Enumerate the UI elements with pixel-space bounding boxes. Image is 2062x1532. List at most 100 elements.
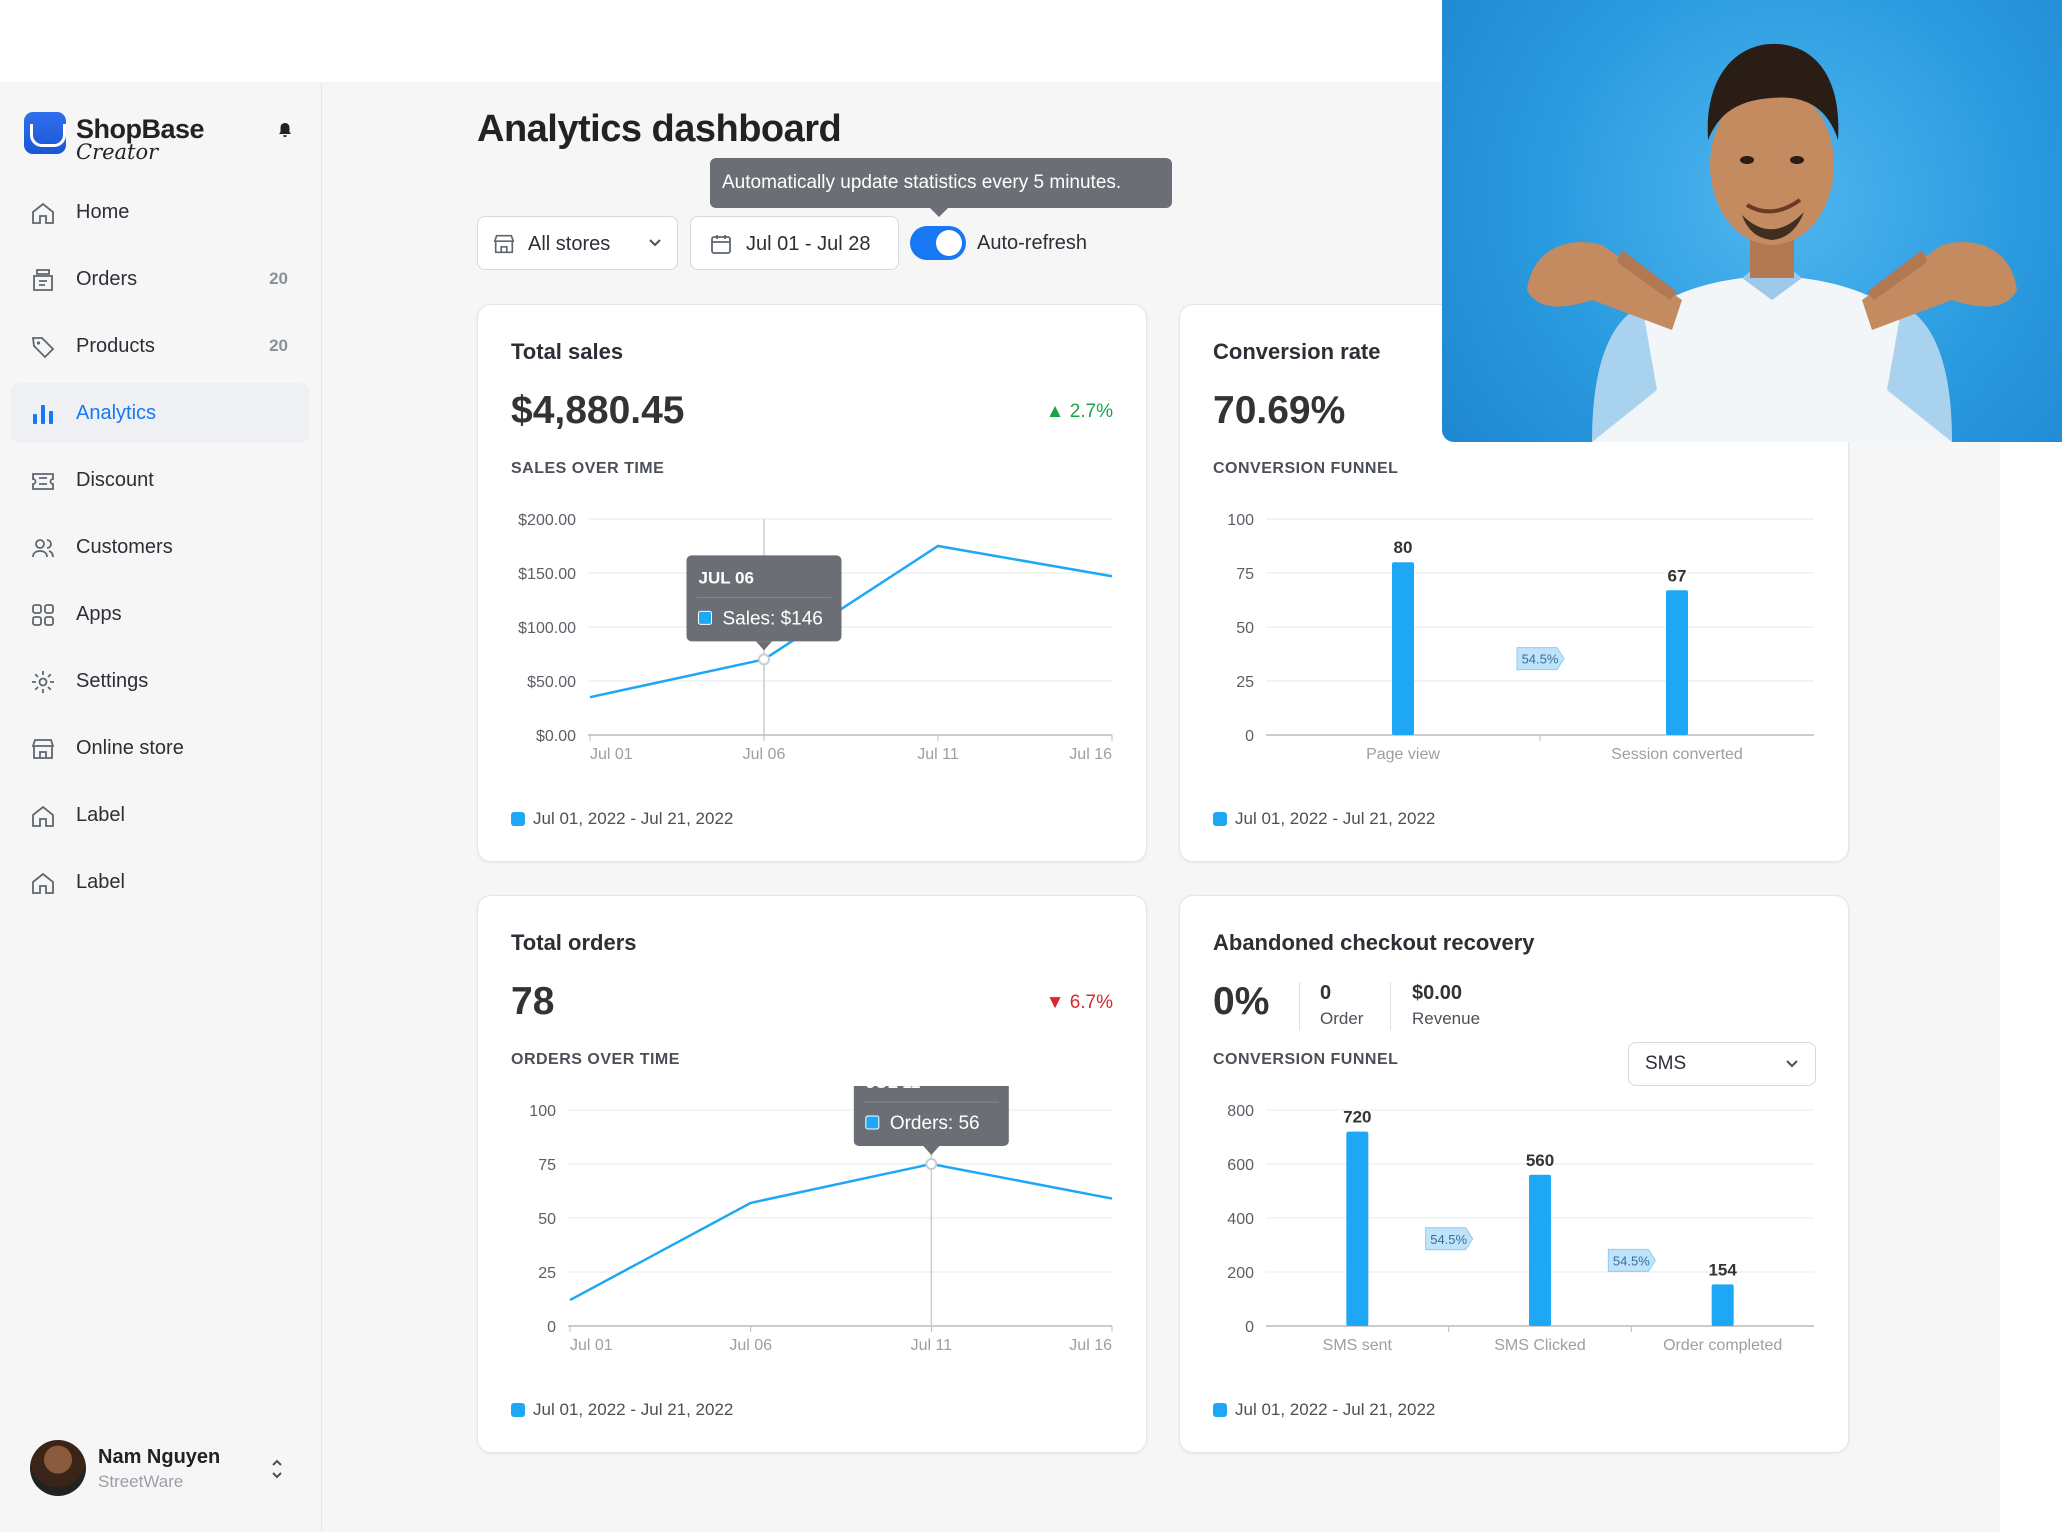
divider bbox=[1390, 982, 1391, 1030]
store-icon bbox=[31, 739, 55, 759]
brand[interactable]: ShopBase Creator bbox=[24, 112, 294, 164]
section-label: SALES OVER TIME bbox=[511, 460, 665, 477]
sidebar-item-label: Products bbox=[76, 334, 155, 357]
tooltip-swatch bbox=[865, 1115, 880, 1130]
shopbase-logo-icon bbox=[24, 112, 66, 154]
sidebar-item-label-1[interactable]: Label bbox=[10, 785, 310, 845]
auto-refresh-label: Auto-refresh bbox=[977, 232, 1088, 254]
home-icon bbox=[32, 202, 54, 224]
funnel-ratio-badge: 54.5% bbox=[1516, 647, 1565, 671]
orders-count: 20 bbox=[269, 269, 288, 288]
x-tick-label: Jul 11 bbox=[911, 1337, 953, 1354]
y-tick-label: $100.00 bbox=[518, 620, 576, 637]
x-tick-label: Session converted bbox=[1611, 746, 1743, 763]
y-tick-label: $150.00 bbox=[518, 566, 576, 583]
y-tick-label: $50.00 bbox=[527, 674, 576, 691]
section-label: CONVERSION FUNNEL bbox=[1213, 460, 1399, 477]
sidebar-item-products[interactable]: Products 20 bbox=[10, 316, 310, 376]
sidebar-item-label-2[interactable]: Label bbox=[10, 852, 310, 912]
date-range-picker[interactable]: Jul 01 - Jul 28 bbox=[690, 216, 899, 270]
y-tick-label: 0 bbox=[1245, 1319, 1254, 1336]
home-icon bbox=[32, 805, 54, 827]
total-orders-value: 78 bbox=[511, 980, 555, 1023]
sidebar-item-label: Label bbox=[76, 803, 125, 826]
sidebar-item-label: Online store bbox=[76, 736, 184, 759]
tooltip-text: Sales: $146 bbox=[723, 608, 823, 629]
bar-data-label: 80 bbox=[1394, 538, 1413, 557]
x-tick-label: Jul 16 bbox=[1069, 746, 1112, 763]
sidebar-item-analytics[interactable]: Analytics bbox=[10, 383, 310, 443]
sidebar-item-label: Analytics bbox=[76, 401, 157, 424]
grid-icon bbox=[32, 604, 54, 626]
y-tick-label: 400 bbox=[1227, 1211, 1254, 1228]
calendar-icon bbox=[711, 235, 731, 254]
auto-refresh-toggle[interactable] bbox=[910, 226, 966, 260]
sidebar-item-orders[interactable]: Orders 20 bbox=[10, 249, 310, 309]
x-tick-label: SMS sent bbox=[1323, 1337, 1393, 1354]
tooltip-text: Orders: 56 bbox=[890, 1113, 980, 1134]
store-filter-select[interactable]: All stores bbox=[477, 216, 678, 270]
tooltip-pointer bbox=[756, 641, 772, 651]
avatar bbox=[30, 1440, 86, 1496]
total-orders-card: Total orders 78 ▼ 6.7% ORDERS OVER TIME … bbox=[477, 895, 1147, 1453]
order-stat: 0 Order bbox=[1320, 982, 1363, 1029]
user-account[interactable]: Nam Nguyen StreetWare bbox=[30, 1440, 300, 1500]
bar-data-label: 154 bbox=[1708, 1260, 1737, 1279]
data-point bbox=[925, 1158, 938, 1170]
user-name: Nam Nguyen bbox=[98, 1446, 221, 1468]
x-tick-label: Jul 06 bbox=[743, 746, 786, 763]
sidebar-item-label: Discount bbox=[76, 468, 154, 491]
y-tick-label: $0.00 bbox=[536, 728, 576, 745]
sales-over-time-chart: $0.00 $50.00 $100.00 $150.00 $200.00 Jul 01 Ju… bbox=[518, 512, 1113, 763]
bar bbox=[1711, 1284, 1734, 1326]
chart-tooltip: JUL 11 Orders: 56 bbox=[853, 1086, 1009, 1155]
sidebar-item-home[interactable]: Home bbox=[10, 182, 310, 242]
card-title: Total orders bbox=[511, 930, 637, 955]
arrow-up-icon: ▲ bbox=[1045, 401, 1065, 422]
sidebar-item-online-store[interactable]: Online store bbox=[10, 718, 310, 778]
brand-name: ShopBase bbox=[76, 114, 205, 144]
sidebar: ShopBase Creator Home Orders 20 Products… bbox=[0, 82, 322, 1532]
order-label: Order bbox=[1320, 1009, 1364, 1028]
bell-icon[interactable] bbox=[277, 122, 293, 138]
revenue-label: Revenue bbox=[1412, 1009, 1481, 1028]
sidebar-item-customers[interactable]: Customers bbox=[10, 517, 310, 577]
ratio-badge-shape bbox=[1425, 1227, 1474, 1251]
sidebar-nav: Home Orders 20 Products 20 Analytics Dis… bbox=[10, 182, 310, 919]
chevron-down-icon bbox=[649, 239, 661, 247]
x-tick-label: Page view bbox=[1366, 746, 1440, 763]
card-title: Conversion rate bbox=[1213, 339, 1381, 364]
orders-icon bbox=[33, 269, 53, 291]
gear-icon bbox=[32, 671, 54, 693]
chevron-up-down-icon[interactable] bbox=[270, 1456, 284, 1482]
chart-legend: Jul 01, 2022 - Jul 21, 2022 bbox=[1213, 1400, 1435, 1420]
divider bbox=[1299, 982, 1300, 1030]
sidebar-item-settings[interactable]: Settings bbox=[10, 651, 310, 711]
y-tick-label: 800 bbox=[1227, 1103, 1254, 1120]
section-label: ORDERS OVER TIME bbox=[511, 1051, 680, 1068]
y-tick-label: 100 bbox=[529, 1103, 556, 1120]
funnel-ratio-badge: 54.5% bbox=[1607, 1248, 1656, 1272]
sidebar-item-discount[interactable]: Discount bbox=[10, 450, 310, 510]
bar-data-label: 67 bbox=[1668, 566, 1687, 585]
y-tick-label: 50 bbox=[538, 1211, 556, 1228]
card-title: Abandoned checkout recovery bbox=[1213, 930, 1535, 955]
y-tick-label: 75 bbox=[538, 1157, 556, 1174]
ticket-icon bbox=[32, 473, 54, 490]
sales-delta: ▲ 2.7% bbox=[1046, 401, 1113, 423]
bar-data-label: 720 bbox=[1343, 1108, 1371, 1127]
abandoned-checkout-card: Abandoned checkout recovery 0% 0 Order $… bbox=[1179, 895, 1849, 1453]
ratio-label: 54.5% bbox=[1430, 1232, 1467, 1247]
sidebar-item-label: Settings bbox=[76, 669, 149, 692]
y-tick-label: 75 bbox=[1236, 566, 1254, 583]
auto-refresh-tooltip: Automatically update statistics every 5 … bbox=[710, 158, 1172, 217]
bar bbox=[1346, 1131, 1369, 1326]
sidebar-item-label: Orders bbox=[76, 267, 138, 290]
sidebar-item-apps[interactable]: Apps bbox=[10, 584, 310, 644]
tooltip-swatch bbox=[698, 610, 712, 625]
channel-select[interactable]: SMS bbox=[1628, 1042, 1816, 1086]
tooltip-pointer bbox=[923, 1146, 940, 1155]
tag-icon bbox=[31, 337, 55, 359]
y-tick-label: 200 bbox=[1227, 1265, 1254, 1282]
bar-data-label: 560 bbox=[1526, 1151, 1554, 1170]
